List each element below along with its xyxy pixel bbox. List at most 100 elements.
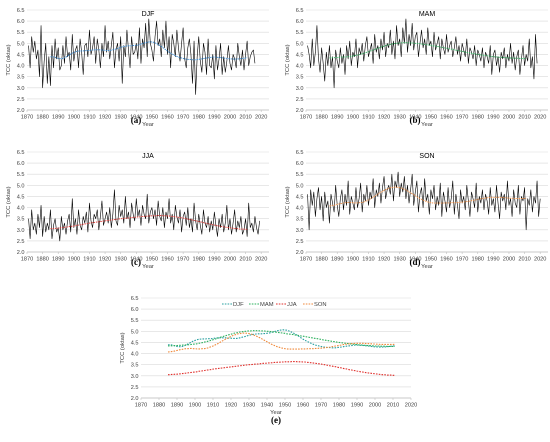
- x-tick-label: 1910: [362, 115, 374, 121]
- chart-2: 2.0 2.5 3.0 3.5 4.0 4.5 5.0 5.5 6.0 6.5 1870 1880 18…: [285, 8, 548, 128]
- panel-label-c: (c): [131, 257, 141, 267]
- series-son-line: [167, 332, 395, 353]
- smoothed-series-line: [329, 186, 527, 207]
- y-tick-label: 5.0: [296, 183, 304, 189]
- smoothed-series-line: [329, 42, 527, 59]
- y-tick-label: 2.5: [296, 97, 304, 103]
- x-tick-label: 1910: [83, 257, 95, 263]
- annual-series-line: [28, 18, 256, 95]
- y-tick-label: 3.5: [131, 363, 139, 369]
- panel-label-e: (e): [271, 415, 281, 425]
- y-tick-label: 4.0: [296, 206, 304, 212]
- y-tick-label: 3.0: [131, 374, 139, 380]
- x-tick-label: 1970: [177, 257, 189, 263]
- y-axis-label: TCC (oktas): [120, 332, 126, 363]
- y-tick-label: 4.5: [17, 194, 25, 200]
- x-tick-label: 2000: [224, 257, 236, 263]
- y-tick-label: 3.0: [296, 228, 304, 234]
- x-tick-label: 1940: [409, 257, 421, 263]
- x-tick-label: 1870: [21, 115, 33, 121]
- y-tick-label: 2.0: [296, 250, 304, 256]
- x-axis-label: Year: [142, 122, 154, 128]
- y-tick-label: 2.5: [296, 239, 304, 245]
- y-tick-label: 3.0: [17, 228, 25, 234]
- x-tick-label: 1900: [68, 257, 80, 263]
- x-tick-label: 1890: [171, 403, 183, 409]
- x-tick-label: 1880: [315, 115, 327, 121]
- y-tick-label: 3.5: [17, 75, 25, 81]
- y-tick-label: 4.5: [296, 52, 304, 58]
- x-tick-label: 1900: [347, 257, 359, 263]
- legend-label-djf: DJF: [233, 302, 244, 308]
- x-tick-label: 1990: [208, 115, 220, 121]
- y-tick-label: 5.5: [296, 172, 304, 178]
- x-tick-label: 1960: [297, 403, 309, 409]
- x-axis-label: Year: [270, 410, 282, 416]
- x-tick-label: 1900: [68, 115, 80, 121]
- x-tick-label: 1890: [52, 115, 64, 121]
- y-tick-label: 6.0: [17, 19, 25, 25]
- x-tick-label: 2010: [518, 257, 530, 263]
- x-tick-label: 1910: [207, 403, 219, 409]
- panel-label-b: (b): [410, 115, 421, 125]
- x-tick-label: 1870: [300, 257, 312, 263]
- chart-title: MAM: [419, 11, 436, 18]
- x-tick-label: 1880: [315, 257, 327, 263]
- x-tick-label: 1940: [130, 257, 142, 263]
- x-tick-label: 1930: [243, 403, 255, 409]
- chart-title: JJA: [142, 153, 154, 160]
- x-tick-label: 1920: [99, 115, 111, 121]
- y-tick-label: 5.5: [17, 30, 25, 36]
- x-tick-label: 2010: [239, 115, 251, 121]
- annual-series-line: [28, 189, 260, 242]
- y-tick-label: 5.0: [17, 183, 25, 189]
- y-tick-label: 4.0: [131, 352, 139, 358]
- x-tick-label: 1920: [378, 115, 390, 121]
- y-tick-label: 5.5: [296, 30, 304, 36]
- x-tick-label: 1970: [456, 115, 468, 121]
- x-axis-label: Year: [142, 264, 154, 270]
- legend-label-mam: MAM: [260, 302, 274, 308]
- x-tick-label: 1880: [36, 257, 48, 263]
- x-tick-label: 1980: [193, 257, 205, 263]
- x-tick-label: 2010: [518, 115, 530, 121]
- x-tick-label: 1880: [153, 403, 165, 409]
- x-tick-label: 1920: [225, 403, 237, 409]
- chart-4: 2.0 2.5 3.0 3.5 4.0 4.5 5.0 5.5 6.0 6.5 1870 1880 18…: [285, 150, 548, 270]
- y-tick-label: 3.0: [296, 86, 304, 92]
- x-tick-label: 1920: [99, 257, 111, 263]
- y-tick-label: 2.5: [17, 239, 25, 245]
- x-tick-label: 1990: [487, 115, 499, 121]
- y-tick-label: 6.0: [17, 161, 25, 167]
- x-tick-label: 1930: [114, 115, 126, 121]
- panel-label-d: (d): [410, 257, 421, 267]
- y-tick-label: 2.0: [296, 108, 304, 114]
- y-tick-label: 5.0: [296, 41, 304, 47]
- x-tick-label: 1870: [135, 403, 147, 409]
- y-tick-label: 6.0: [296, 19, 304, 25]
- smoothed-series-line: [50, 41, 248, 61]
- x-tick-label: 2000: [503, 257, 515, 263]
- x-tick-label: 2000: [224, 115, 236, 121]
- y-axis-label: TCC (oktas): [6, 44, 12, 75]
- x-tick-label: 1960: [440, 115, 452, 121]
- x-tick-label: 1870: [21, 257, 33, 263]
- x-tick-label: 1950: [425, 257, 437, 263]
- y-tick-label: 4.5: [296, 194, 304, 200]
- x-tick-label: 1880: [36, 115, 48, 121]
- x-tick-label: 1890: [52, 257, 64, 263]
- y-tick-label: 6.5: [296, 150, 304, 156]
- x-tick-label: 1970: [456, 257, 468, 263]
- x-tick-label: 1890: [331, 115, 343, 121]
- x-tick-label: 1960: [161, 257, 173, 263]
- legend: DJF MAM JJA SON: [222, 302, 327, 308]
- x-tick-label: 1940: [409, 115, 421, 121]
- series-jja-line: [168, 361, 395, 376]
- y-tick-label: 6.5: [296, 8, 304, 14]
- x-axis-label: Year: [421, 264, 433, 270]
- x-tick-label: 1870: [300, 115, 312, 121]
- x-tick-label: 1950: [146, 257, 158, 263]
- y-tick-label: 6.5: [17, 8, 25, 14]
- x-tick-label: 2020: [255, 115, 267, 121]
